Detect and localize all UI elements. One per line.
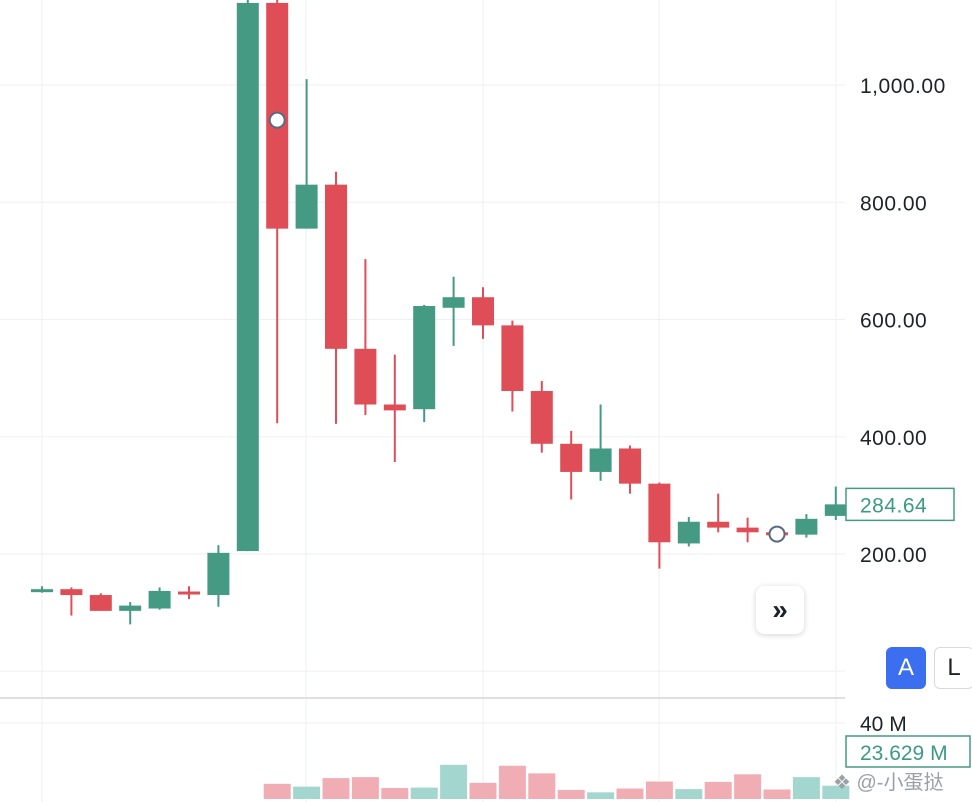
volume-bar (704, 781, 732, 799)
volume-bar (469, 782, 497, 799)
volume-bar (440, 764, 468, 799)
candle-body (236, 2, 259, 552)
candle (413, 304, 436, 423)
volume-bar (410, 787, 438, 799)
candle-body (178, 591, 200, 595)
candle-body (119, 605, 142, 611)
candle (178, 586, 200, 600)
candle-body (501, 325, 524, 392)
volume-bar (645, 781, 673, 799)
candle-body (648, 483, 671, 543)
candle (295, 79, 318, 229)
candle (824, 486, 847, 520)
candle-body (89, 595, 112, 611)
candle (383, 354, 406, 462)
candles (31, 0, 847, 625)
last-price-label: 284.64 (845, 487, 955, 522)
markers (268, 111, 786, 543)
candle-body (207, 552, 230, 596)
candle (325, 171, 347, 424)
volume-bar (498, 765, 526, 799)
candle (60, 587, 83, 616)
candle (266, 0, 289, 424)
candle-body (148, 590, 171, 609)
candle-body (60, 589, 83, 596)
marker-circle (268, 111, 286, 129)
candle (677, 517, 700, 547)
candle-body (560, 443, 583, 472)
log-scale-button[interactable]: L (934, 647, 972, 689)
candle-body (677, 521, 700, 544)
volume-bar (763, 789, 791, 799)
scroll-to-latest-button[interactable]: » (756, 586, 804, 634)
candle-body (472, 297, 494, 326)
volume-bar (293, 786, 321, 799)
watermark: ❖ @-小蛋挞 (833, 766, 943, 795)
candle (736, 517, 759, 543)
candle (589, 404, 612, 481)
candle (648, 482, 671, 569)
marker-circle (768, 525, 786, 543)
volume-bar (587, 792, 615, 799)
candle (795, 514, 818, 538)
watermark-text: -小蛋挞 (876, 772, 944, 794)
volume-bar (381, 787, 409, 799)
candle (619, 445, 641, 494)
candle-body (530, 391, 553, 444)
candle (89, 593, 112, 611)
price-tick-label: 800.00 (860, 192, 927, 215)
volume-bar (263, 783, 291, 799)
price-tick-label: 200.00 (860, 544, 927, 567)
last-price-text: 284.64 (860, 494, 927, 517)
candle-body (589, 448, 612, 472)
candle-body (619, 448, 641, 484)
candle-body (354, 348, 377, 405)
candle (560, 430, 583, 500)
volume-bar (822, 785, 850, 799)
volume-bars (263, 764, 850, 799)
volume-tick-label: 40 M (860, 713, 907, 736)
candle-body (442, 297, 465, 308)
price-tick-label: 400.00 (860, 427, 927, 450)
candle (207, 545, 230, 607)
volume-bar (528, 773, 556, 799)
volume-bar (792, 777, 820, 799)
candle (442, 276, 465, 346)
price-tick-label: 1,000.00 (860, 75, 946, 98)
candle-body (295, 184, 318, 229)
candle-body (413, 306, 436, 410)
candle (707, 493, 730, 533)
volume-bar (351, 777, 379, 799)
price-axis: 1,000.00 800.00 600.00 400.00 200.00 (860, 75, 946, 567)
last-volume-text: 23.629 M (860, 742, 948, 765)
candle (148, 587, 171, 610)
candle (530, 381, 553, 453)
candle (354, 259, 377, 416)
candle (31, 586, 53, 593)
candle-body (31, 589, 53, 593)
candle-body (736, 527, 759, 533)
candle (236, 0, 259, 552)
candle-body (795, 518, 818, 535)
candle-body (707, 521, 730, 528)
volume-bar (675, 789, 703, 799)
candle (472, 287, 494, 339)
candle (501, 320, 524, 412)
candle-body (325, 184, 347, 349)
volume-bar (322, 778, 350, 799)
last-volume-box (845, 735, 971, 768)
last-price-box (845, 487, 955, 522)
candle-body (383, 404, 406, 411)
watermark-icon: ❖ @ (833, 772, 877, 794)
price-tick-label: 600.00 (860, 310, 927, 333)
volume-bar (734, 774, 762, 799)
candle-body (824, 504, 847, 516)
volume-bar (557, 789, 585, 799)
candle (119, 602, 142, 625)
last-volume-label: 23.629 M (845, 735, 971, 768)
auto-scale-button[interactable]: A (886, 647, 926, 689)
volume-bar (616, 788, 644, 799)
volume-axis: 40 M (860, 713, 907, 736)
